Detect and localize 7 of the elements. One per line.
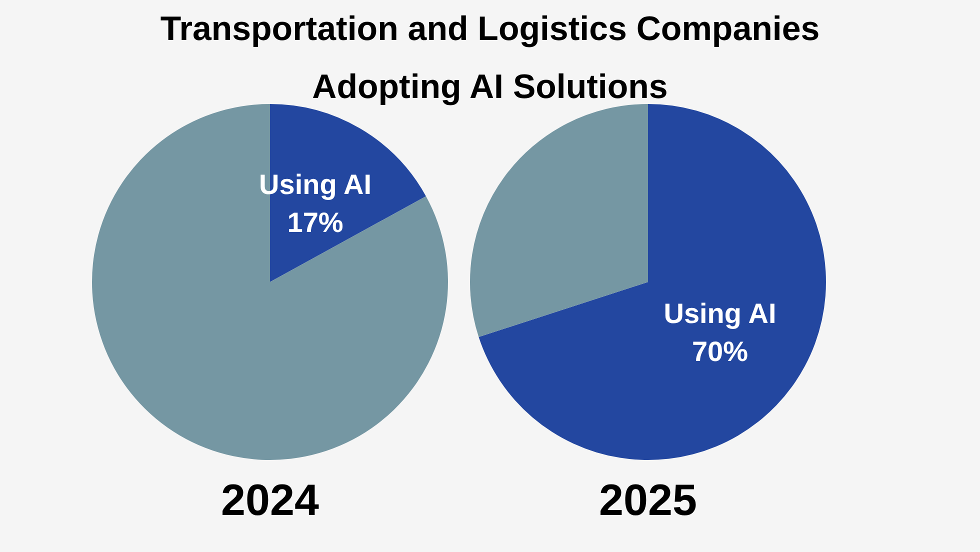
slice-label: Using AI: [664, 298, 776, 330]
slice-label: Using AI: [259, 169, 372, 200]
data-label: 17%: [287, 207, 344, 238]
text: 2025: [598, 476, 698, 526]
chart-title: Transportation and Logistics Companies Adopting AI Solutions: [159, 9, 821, 108]
data-label: 70%: [692, 336, 748, 368]
text: 2024: [220, 476, 320, 526]
